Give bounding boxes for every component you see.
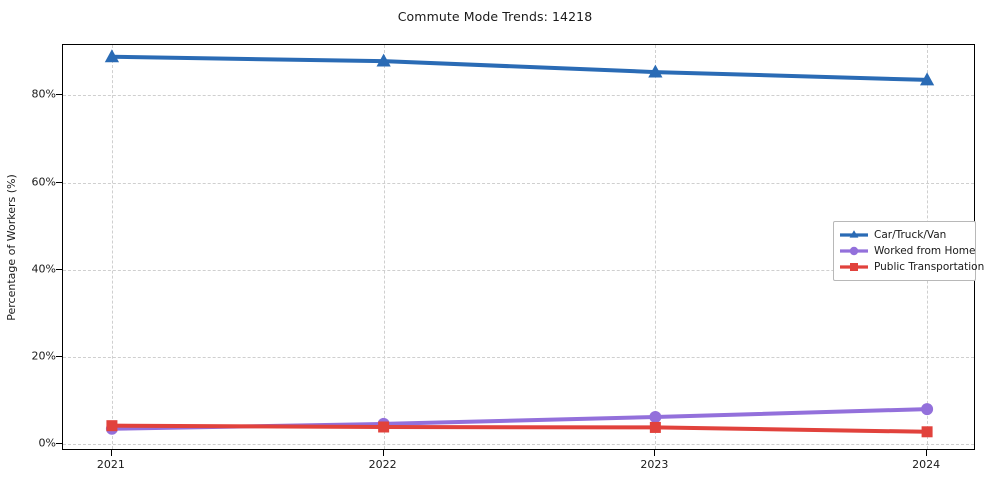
legend-marker-car-truck-van (840, 230, 868, 238)
grid-line-horizontal (63, 357, 974, 359)
grid-line-horizontal (63, 95, 974, 97)
grid-line-vertical (111, 45, 113, 449)
y-tick-label: 0% (38, 436, 56, 450)
x-tick-label: 2021 (96, 458, 125, 471)
y-tick-label: 60% (31, 175, 56, 189)
series-line (109, 423, 930, 434)
y-tick-mark (56, 356, 62, 358)
data-point-marker (921, 403, 934, 416)
y-tick-label: 40% (31, 262, 56, 276)
data-point-marker (921, 426, 933, 438)
legend-item: Car/Truck/Van (839, 227, 969, 243)
series-car-truck-van (104, 49, 935, 86)
x-tick-label: 2023 (640, 458, 669, 471)
grid-line-vertical (383, 45, 385, 449)
y-tick-mark (56, 443, 62, 445)
grid-line-horizontal (63, 269, 974, 271)
legend-item: Worked from Home (839, 243, 975, 259)
data-point-marker (649, 410, 662, 423)
legend-label: Worked from Home (874, 245, 976, 257)
grid-line-horizontal (63, 444, 974, 446)
y-tick-label: 20% (31, 349, 56, 363)
y-axis-label: Percentage of Workers (%) (2, 44, 20, 450)
x-tick-mark (382, 450, 384, 456)
legend-label: Car/Truck/Van (874, 229, 947, 241)
chart-legend[interactable]: Car/Truck/Van Worked from Home Public Tr… (833, 221, 984, 281)
legend-marker-worked-from-home (840, 246, 868, 256)
x-tick-mark (110, 450, 112, 456)
legend-item: Public Transportation (839, 259, 984, 275)
chart-title: Commute Mode Trends: 14218 (397, 9, 593, 24)
y-tick-mark (56, 181, 62, 183)
legend-marker-public-transportation (840, 263, 868, 271)
plot-area (62, 44, 975, 450)
y-tick-label: 80% (31, 87, 56, 101)
series-public-transportation (106, 420, 933, 438)
series-line (109, 54, 930, 82)
series-layer (104, 49, 935, 438)
x-tick-mark (926, 450, 928, 456)
y-tick-mark (56, 268, 62, 270)
data-point-marker (378, 421, 390, 433)
grid-line-vertical (655, 45, 657, 449)
data-point-marker (106, 420, 118, 432)
x-tick-label: 2024 (912, 458, 941, 471)
data-point-marker (104, 49, 120, 63)
data-point-marker (649, 421, 661, 433)
y-axis-label-text: Percentage of Workers (%) (4, 173, 18, 321)
data-point-marker (376, 53, 391, 67)
y-tick-mark (56, 94, 62, 96)
x-tick-label: 2022 (368, 458, 397, 471)
data-point-marker (919, 72, 935, 86)
legend-label: Public Transportation (874, 261, 985, 273)
grid-line-horizontal (63, 182, 974, 184)
data-point-marker (648, 64, 663, 78)
x-tick-mark (654, 450, 656, 456)
